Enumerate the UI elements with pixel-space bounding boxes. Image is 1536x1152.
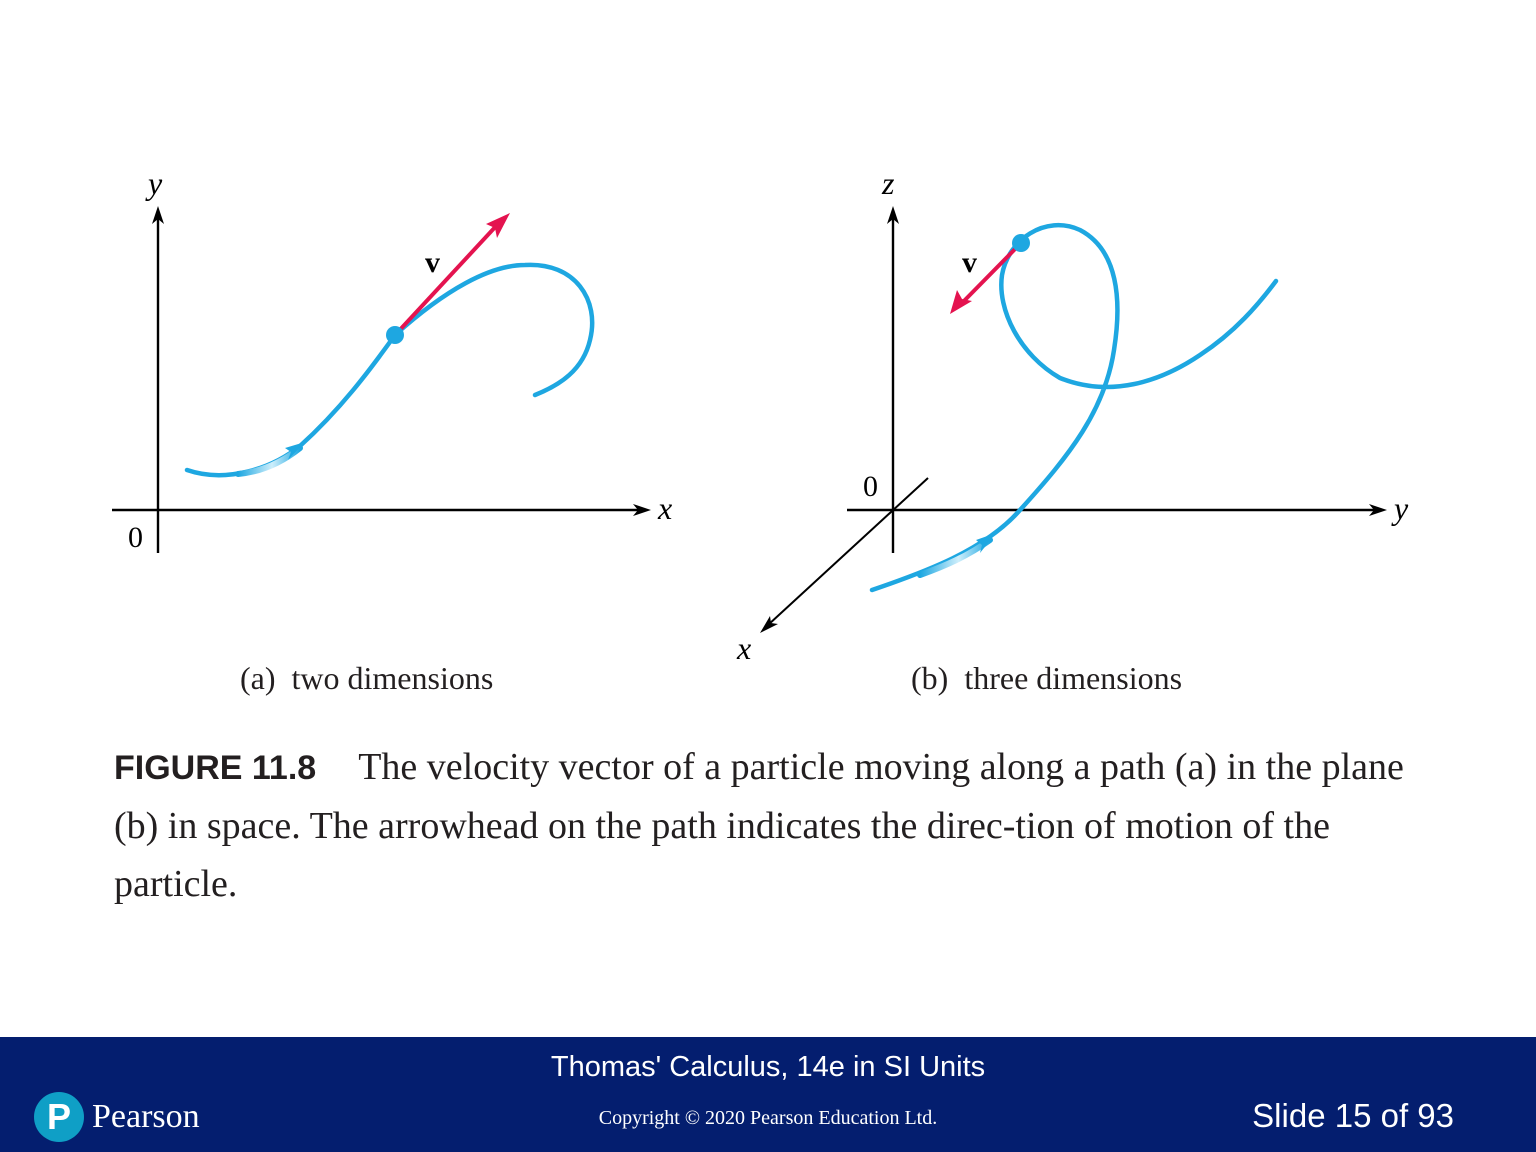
panel-a-y-axis-arrowhead [152, 206, 164, 224]
panel-a-velocity-vector [394, 222, 500, 336]
panel-b-three-dimensions: z y x 0 v (b) three dimensions [736, 165, 1409, 696]
figure-caption-label: FIGURE 11.8 [114, 749, 317, 787]
panel-a-caption: (a) two dimensions [240, 660, 493, 696]
panel-b-y-axis-arrowhead [1369, 504, 1387, 516]
panel-b-velocity-vector [959, 241, 1023, 306]
panel-a-particle-point [386, 326, 404, 344]
pearson-logo-icon: P [34, 1092, 84, 1142]
panel-a-vector-label: v [425, 246, 440, 279]
slide-footer: P Pearson Thomas' Calculus, 14e in SI Un… [0, 1037, 1536, 1152]
panel-b-velocity-arrowhead [950, 290, 972, 314]
panel-b-vector-label: v [962, 246, 977, 279]
pearson-logo: P Pearson [34, 1090, 200, 1144]
figure-caption: FIGURE 11.8 The velocity vector of a part… [114, 738, 1414, 913]
book-title: Thomas' Calculus, 14e in SI Units [550, 1051, 986, 1083]
panel-b-path-direction-highlight [917, 537, 993, 578]
panel-b-origin-label: 0 [863, 470, 878, 503]
panel-b-x-axis-label: x [736, 630, 751, 666]
panel-b-path-arrowhead [976, 533, 996, 553]
panel-a-path-direction-highlight [235, 445, 303, 477]
panel-a-y-axis-label: y [145, 165, 163, 201]
slide-number: Slide 15 of 93 [1252, 1097, 1454, 1134]
panel-b-particle-path [869, 222, 1279, 593]
panel-a-velocity-arrowhead [486, 213, 510, 238]
panel-a-x-axis-label: x [657, 490, 672, 526]
panel-a-particle-path [184, 262, 595, 478]
figure-11-8-diagram: y x 0 v (a) two dimensions z y x 0 [112, 165, 1409, 696]
panel-a-origin-label: 0 [128, 521, 143, 554]
copyright-notice: Copyright © 2020 Pearson Education Ltd. [598, 1107, 938, 1129]
panel-a-two-dimensions: y x 0 v (a) two dimensions [112, 165, 672, 696]
panel-b-x-axis [767, 477, 929, 626]
panel-a-x-axis-arrowhead [633, 504, 651, 516]
figure-caption-text: The velocity vector of a particle moving… [114, 746, 1404, 905]
pearson-logo-text: Pearson [92, 1098, 200, 1135]
panel-b-z-axis-arrowhead [887, 206, 899, 224]
panel-b-z-axis-label: z [881, 165, 895, 201]
panel-a-path-arrowhead [285, 442, 305, 460]
panel-b-y-axis-label: y [1391, 490, 1409, 526]
panel-b-caption: (b) three dimensions [911, 660, 1182, 696]
panel-b-x-axis-arrowhead [760, 616, 778, 633]
panel-b-particle-point [1012, 234, 1030, 252]
